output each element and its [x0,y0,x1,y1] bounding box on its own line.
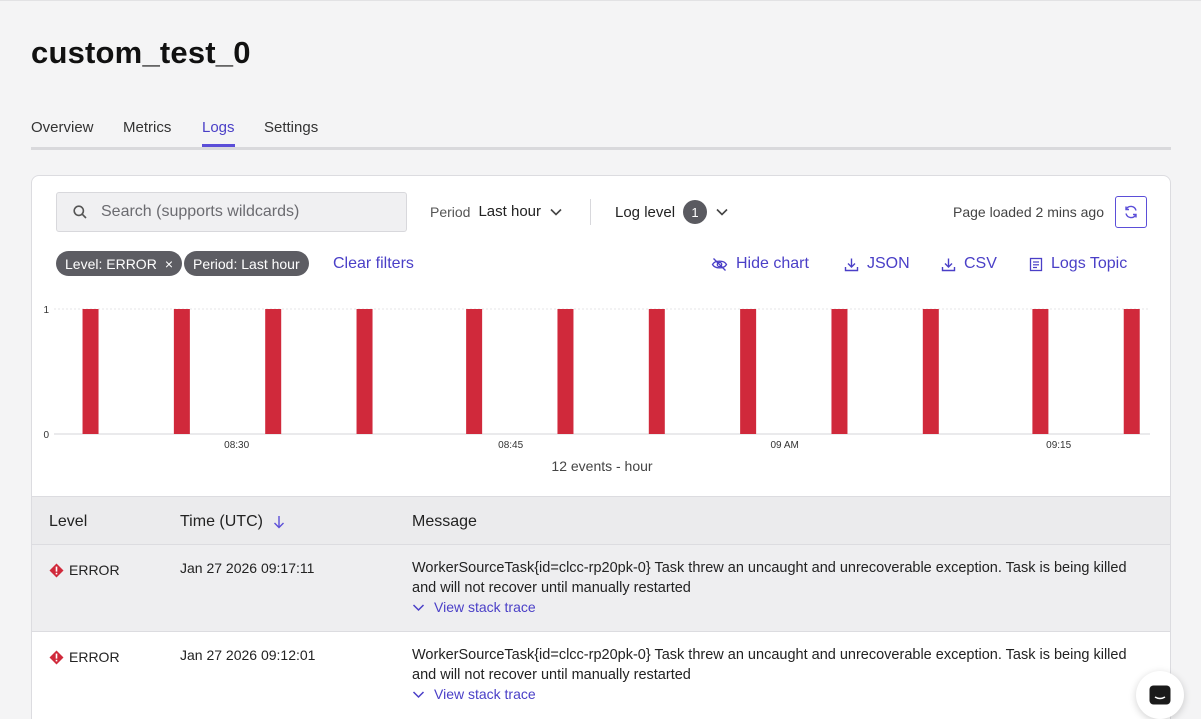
tab-logs[interactable]: Logs [202,119,235,147]
log-level-count-badge: 1 [683,200,708,224]
download-json-button[interactable]: JSON [844,255,910,273]
tab-metrics[interactable]: Metrics [123,119,172,136]
table-header: Level Time (UTC) Message [32,496,1170,545]
chart-bar [265,309,282,434]
chart-caption: 12 events - hour [551,458,653,474]
download-icon [941,258,956,271]
arrow-down-icon [273,516,284,529]
chart-bar [740,309,757,434]
level-cell: ERROR [49,562,120,578]
eye-off-icon [711,257,728,271]
x-tick-label: 08:30 [224,440,249,451]
view-stack-trace-label: View stack trace [434,599,536,615]
refresh-button[interactable] [1115,196,1147,228]
csv-label: CSV [964,255,997,272]
search-icon [73,205,87,219]
error-icon [49,650,64,664]
page-title: custom_test_0 [31,35,251,70]
view-stack-trace-link[interactable]: View stack trace [412,599,536,615]
time-cell: Jan 27 2026 09:12:01 [180,647,316,663]
period-select[interactable]: Period Last hour [430,203,563,220]
chevron-down-icon [716,208,728,216]
clear-filters-link[interactable]: Clear filters [333,255,414,272]
view-stack-trace-label: View stack trace [434,686,536,702]
error-icon [49,563,64,577]
period-label: Period [430,203,471,220]
search-input[interactable] [101,203,381,221]
tab-overview[interactable]: Overview [31,119,94,136]
column-header-time[interactable]: Time (UTC) [180,513,285,531]
filter-chip-level: Level: ERROR × [56,251,182,276]
chart-bar [173,309,190,434]
chart-bar [922,309,939,434]
table-row[interactable]: ERROR Jan 27 2026 09:12:01 WorkerSourceT… [32,632,1170,719]
level-label: ERROR [69,649,120,665]
download-csv-button[interactable]: CSV [941,255,997,273]
tab-bar: Overview Metrics Logs Settings [31,119,1171,150]
hide-chart-button[interactable]: Hide chart [711,255,809,273]
level-cell: ERROR [49,649,120,665]
log-level-label: Log level [615,203,676,221]
chart-bar [356,309,373,434]
search-box [56,192,407,232]
filter-chip-label: Level: ERROR [65,255,157,272]
chart-bar [648,309,665,434]
logs-topic-button[interactable]: Logs Topic [1029,255,1127,273]
chat-icon [1149,685,1171,705]
view-stack-trace-link[interactable]: View stack trace [412,686,536,702]
table-row[interactable]: ERROR Jan 27 2026 09:17:11 WorkerSourceT… [32,545,1170,632]
period-value: Last hour [478,203,542,220]
column-header-time-label: Time (UTC) [180,513,263,530]
message-cell: WorkerSourceTask{id=clcc-rp20pk-0} Task … [412,560,1127,596]
filter-chip-period: Period: Last hour [184,251,309,276]
filter-chip-label: Period: Last hour [193,255,300,272]
log-level-select[interactable]: Log level 1 [615,200,729,224]
chart-bar [557,309,574,434]
logs-topic-label: Logs Topic [1051,255,1128,272]
chart-bar [466,309,483,434]
chevron-down-icon [412,603,425,611]
events-chart: 1 0 08:30 08:45 09 AM 09:15 12 events - hour [43,305,1150,474]
y-tick-label: 0 [43,430,49,441]
column-header-level[interactable]: Level [49,513,88,530]
page-loaded-status: Page loaded 2 mins ago [953,204,1104,220]
message-cell: WorkerSourceTask{id=clcc-rp20pk-0} Task … [412,647,1127,683]
chart-bar [1123,309,1140,434]
chart-bar [82,309,99,434]
document-icon [1029,257,1043,271]
refresh-icon [1125,205,1137,219]
column-header-message: Message [412,513,477,530]
json-label: JSON [867,255,910,272]
x-tick-label: 09 AM [770,440,798,451]
hide-chart-label: Hide chart [736,255,809,272]
chart-bar [1032,309,1049,434]
x-tick-label: 09:15 [1046,440,1071,451]
chevron-down-icon [412,690,425,698]
chevron-down-icon [550,208,562,216]
download-icon [844,258,859,271]
time-cell: Jan 27 2026 09:17:11 [180,560,315,576]
chart-bar [831,309,848,434]
tab-settings[interactable]: Settings [264,119,319,136]
level-label: ERROR [69,562,120,578]
x-tick-label: 08:45 [498,440,523,451]
chat-support-button[interactable] [1136,671,1184,719]
close-icon[interactable]: × [164,255,173,272]
y-tick-label: 1 [43,305,49,316]
toolbar-divider [590,199,591,225]
logs-card: Period Last hour Log level 1 Page loaded… [31,175,1171,719]
